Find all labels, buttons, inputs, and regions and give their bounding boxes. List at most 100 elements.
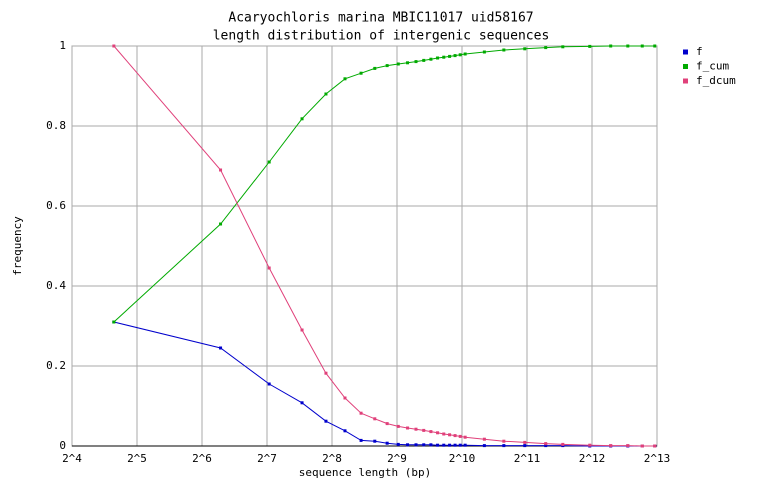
y-tick-label: 0.8 [46, 119, 66, 132]
data-point [373, 417, 377, 421]
data-point [385, 441, 389, 445]
data-point [267, 266, 271, 270]
data-point [448, 433, 452, 437]
x-tick-label: 2^12 [579, 452, 606, 465]
data-point [523, 47, 527, 51]
data-point [453, 54, 457, 58]
data-point [523, 440, 527, 444]
data-point [406, 61, 410, 65]
data-point [482, 50, 486, 54]
data-point [436, 56, 440, 60]
x-axis-label: sequence length (bp) [299, 466, 431, 479]
data-point [396, 424, 400, 428]
data-point [429, 430, 433, 434]
plot-frame [71, 45, 658, 447]
data-point [458, 443, 462, 447]
x-tick-label: 2^8 [322, 452, 342, 465]
data-point [436, 443, 440, 447]
y-tick-label: 0.6 [46, 199, 66, 212]
data-point [406, 426, 410, 430]
data-point [219, 222, 223, 226]
data-point [359, 71, 363, 75]
data-point [300, 401, 304, 405]
data-point [414, 443, 418, 447]
data-point [324, 419, 328, 423]
data-point [385, 422, 389, 426]
data-point [267, 160, 271, 164]
data-point [482, 437, 486, 441]
x-tick-label: 2^5 [127, 452, 147, 465]
x-tick-label: 2^6 [192, 452, 212, 465]
data-point [458, 53, 462, 57]
data-point [422, 443, 426, 447]
series-line [113, 45, 655, 447]
chart-subtitle: length distribution of intergenic sequen… [213, 29, 550, 44]
legend-marker [683, 78, 688, 84]
data-point [343, 396, 347, 400]
data-point [373, 439, 377, 443]
data-point [609, 44, 613, 48]
data-point [502, 439, 506, 443]
data-point [502, 48, 506, 52]
y-tick-label: 0.4 [46, 279, 66, 292]
data-point [588, 44, 592, 48]
data-point [502, 444, 506, 448]
y-tick-label: 0 [59, 439, 66, 452]
data-point [463, 443, 467, 447]
data-point [436, 431, 440, 435]
y-tick-label: 0.2 [46, 359, 66, 372]
data-point [300, 117, 304, 121]
chart-title: Acaryochloris marina MBIC11017 uid58167 [228, 11, 533, 26]
data-point [523, 444, 527, 448]
x-tick-label: 2^11 [514, 452, 541, 465]
data-point [458, 434, 462, 438]
data-point [219, 346, 223, 350]
data-point [422, 58, 426, 62]
data-point [448, 54, 452, 58]
data-point [653, 444, 657, 448]
data-point [561, 45, 565, 49]
legend-label: f_cum [696, 60, 729, 73]
data-point [343, 77, 347, 81]
data-point [324, 371, 328, 375]
y-axis-label: frequency [11, 216, 24, 276]
data-point [396, 442, 400, 446]
data-point [609, 444, 613, 448]
data-point [482, 444, 486, 448]
data-point [544, 442, 548, 446]
data-point [414, 427, 418, 431]
data-point [442, 55, 446, 59]
x-tick-label: 2^10 [449, 452, 476, 465]
data-point [422, 428, 426, 432]
series-line [113, 45, 655, 323]
data-point [626, 44, 630, 48]
legend-marker [683, 49, 688, 55]
legend-label: f_dcum [696, 74, 736, 87]
x-tick-label: 2^7 [257, 452, 277, 465]
data-point [429, 443, 433, 447]
data-point [448, 443, 452, 447]
legend-marker [683, 64, 688, 69]
data-point [414, 60, 418, 64]
data-point [453, 434, 457, 438]
x-tick-label: 2^9 [387, 452, 407, 465]
data-point [406, 443, 410, 447]
data-point [359, 438, 363, 442]
data-point [219, 168, 223, 172]
data-point [324, 92, 328, 96]
x-tick-label: 2^13 [644, 452, 671, 465]
data-point [112, 44, 116, 48]
series-line [113, 321, 655, 447]
data-point [463, 52, 467, 56]
legend-label: f [696, 45, 703, 58]
data-point [396, 62, 400, 66]
data-point [385, 64, 389, 68]
data-point [626, 444, 630, 448]
data-point [442, 432, 446, 436]
data-point [453, 443, 457, 447]
data-point [429, 57, 433, 61]
data-point [343, 429, 347, 433]
data-point [442, 443, 446, 447]
data-point [544, 444, 548, 448]
